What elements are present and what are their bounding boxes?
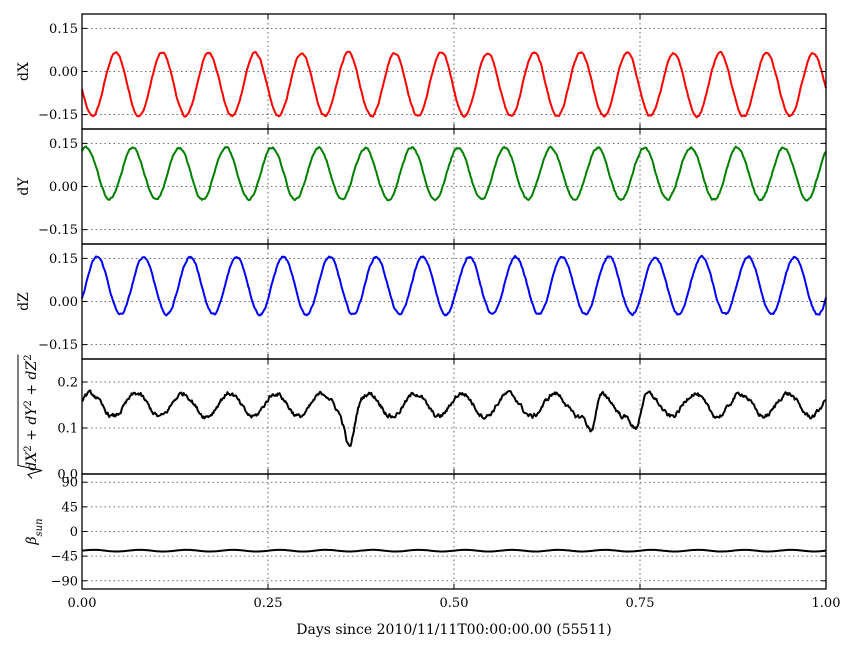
y-tick-label: 90 — [61, 476, 78, 491]
y-tick-label: 0.15 — [49, 252, 78, 267]
panel-frame — [81, 473, 827, 590]
y-tick-label: −90 — [51, 574, 78, 589]
x-axis-label: Days since 2010/11/11T00:00:00.00 (55511… — [296, 622, 611, 638]
y-tick-label: 0.15 — [49, 22, 78, 37]
y-axis-label: dY — [16, 177, 32, 196]
panel-dY: 0.15 0.00 −0.15 dY — [16, 128, 827, 245]
x-tick-label: 1.00 — [812, 596, 841, 611]
x-tick-label: 0.00 — [68, 596, 97, 611]
y-tick-label: 0.1 — [57, 422, 78, 437]
panel-beta_sun: 90 45 0 −45 −90 βsun 0.00 0.25 0.50 0.75 1.00 — [24, 473, 841, 611]
sqrt-sign — [17, 354, 43, 479]
panel-dZ: 0.15 0.00 −0.15 dZ — [16, 243, 827, 360]
y-axis-label: dZ — [16, 292, 32, 311]
y-tick-label: 0.15 — [49, 137, 78, 152]
panel-frame — [81, 13, 827, 130]
x-tick-label: 0.50 — [440, 596, 469, 611]
y-tick-label: −0.15 — [38, 223, 78, 238]
y-tick-label: −0.15 — [38, 108, 78, 123]
y-tick-label: −45 — [51, 550, 78, 565]
y-tick-label: 0.0 — [57, 468, 78, 483]
y-tick-label: 0.00 — [49, 180, 78, 195]
panel-frame — [81, 128, 827, 245]
y-axis-label-text: dX2 + dY2 + dZ2 — [23, 354, 41, 470]
y-tick-label: 0.00 — [49, 65, 78, 80]
y-tick-label: 0 — [70, 525, 78, 540]
panel-dX: 0.15 0.00 −0.15 dX — [16, 13, 827, 130]
series-line-dY — [81, 145, 827, 202]
y-axis-label: βsun — [24, 518, 45, 545]
x-tick-label: 0.25 — [254, 596, 283, 611]
series-line-beta_sun — [81, 548, 827, 553]
y-tick-label: 45 — [61, 500, 78, 515]
y-axis-label: dX2 + dY2 + dZ2 — [17, 354, 43, 479]
y-tick-label: 0.00 — [49, 295, 78, 310]
series-line-norm — [81, 389, 827, 447]
series-line-dZ — [81, 254, 827, 317]
chart-panels: 0.150.00−0.15dX0.150.00−0.15dY0.150.00−0… — [16, 13, 841, 611]
series-line-dX — [81, 50, 827, 119]
y-axis-label: dX — [16, 62, 32, 81]
x-tick-label: 0.75 — [626, 596, 655, 611]
y-tick-label: −0.15 — [38, 338, 78, 353]
y-tick-label: 0.2 — [57, 376, 78, 391]
panel-norm: 0.2 0.1 0.0 dX2 + dY2 + dZ2 — [17, 354, 827, 483]
